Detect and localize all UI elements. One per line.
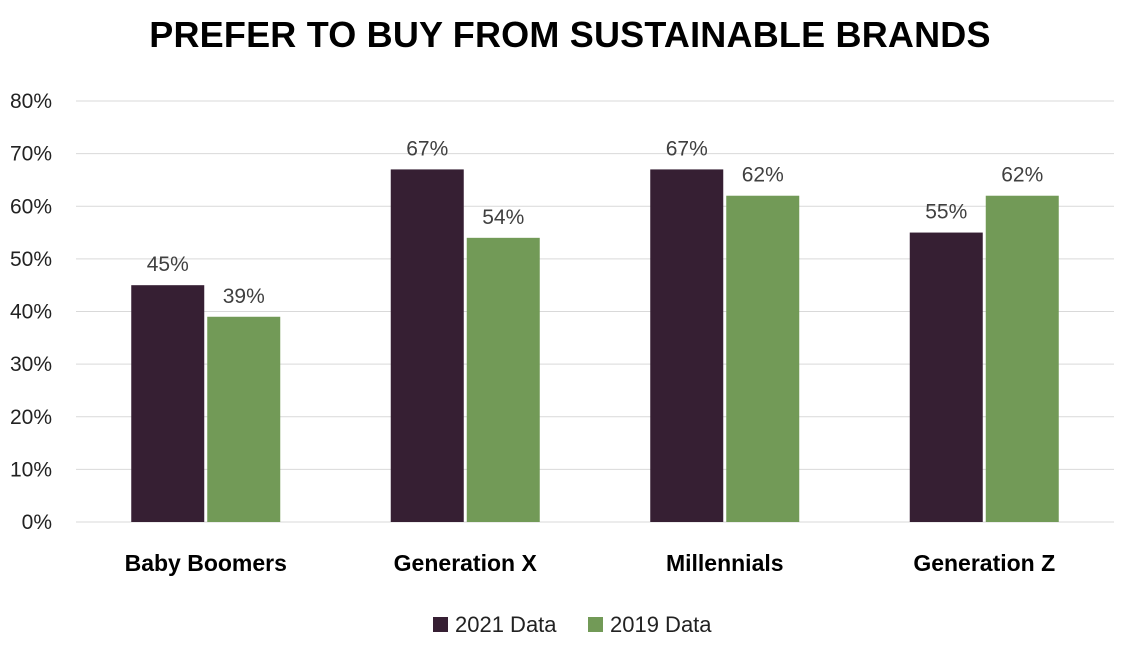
data-label: 45% xyxy=(147,253,189,276)
bar-series-2 xyxy=(207,317,280,522)
bar-series-1 xyxy=(910,233,983,522)
y-tick-label: 0% xyxy=(22,511,52,534)
category-label: Generation X xyxy=(394,550,538,576)
category-label: Millennials xyxy=(666,550,784,576)
data-label: 62% xyxy=(1001,164,1043,187)
bar-series-2 xyxy=(986,196,1059,522)
bar-series-2 xyxy=(467,238,540,522)
legend-swatch xyxy=(433,617,448,632)
chart: PREFER TO BUY FROM SUSTAINABLE BRANDS 0%… xyxy=(0,0,1140,664)
data-label: 39% xyxy=(223,285,265,308)
data-label: 54% xyxy=(482,206,524,229)
y-tick-label: 10% xyxy=(10,458,52,481)
data-label: 67% xyxy=(406,137,448,160)
legend: 2021 Data 2019 Data xyxy=(433,612,712,637)
y-axis: 0% 10% 20% 30% 40% 50% 60% 70% 80% xyxy=(10,90,52,534)
y-tick-label: 30% xyxy=(10,353,52,376)
data-labels: 45% 39% 67% 54% 67% 62% 55% 62% xyxy=(147,137,1044,307)
y-tick-label: 80% xyxy=(10,90,52,113)
category-label: Generation Z xyxy=(913,550,1055,576)
data-label: 67% xyxy=(666,137,708,160)
category-label: Baby Boomers xyxy=(125,550,287,576)
y-tick-label: 50% xyxy=(10,248,52,271)
data-label: 55% xyxy=(925,201,967,224)
x-axis: Baby Boomers Generation X Millennials Gener… xyxy=(125,550,1056,576)
chart-svg: 0% 10% 20% 30% 40% 50% 60% 70% 80% 45% 39% 67% 54% 6… xyxy=(0,0,1140,664)
y-tick-label: 40% xyxy=(10,301,52,324)
bar-series-2 xyxy=(726,196,799,522)
bar-series-1 xyxy=(650,169,723,522)
bar-series-1 xyxy=(391,169,464,522)
bar-series-1 xyxy=(131,285,204,522)
legend-label: 2021 Data xyxy=(455,612,557,637)
y-tick-label: 70% xyxy=(10,143,52,166)
y-tick-label: 20% xyxy=(10,406,52,429)
y-tick-label: 60% xyxy=(10,195,52,218)
legend-label: 2019 Data xyxy=(610,612,712,637)
data-label: 62% xyxy=(742,164,784,187)
legend-swatch xyxy=(588,617,603,632)
